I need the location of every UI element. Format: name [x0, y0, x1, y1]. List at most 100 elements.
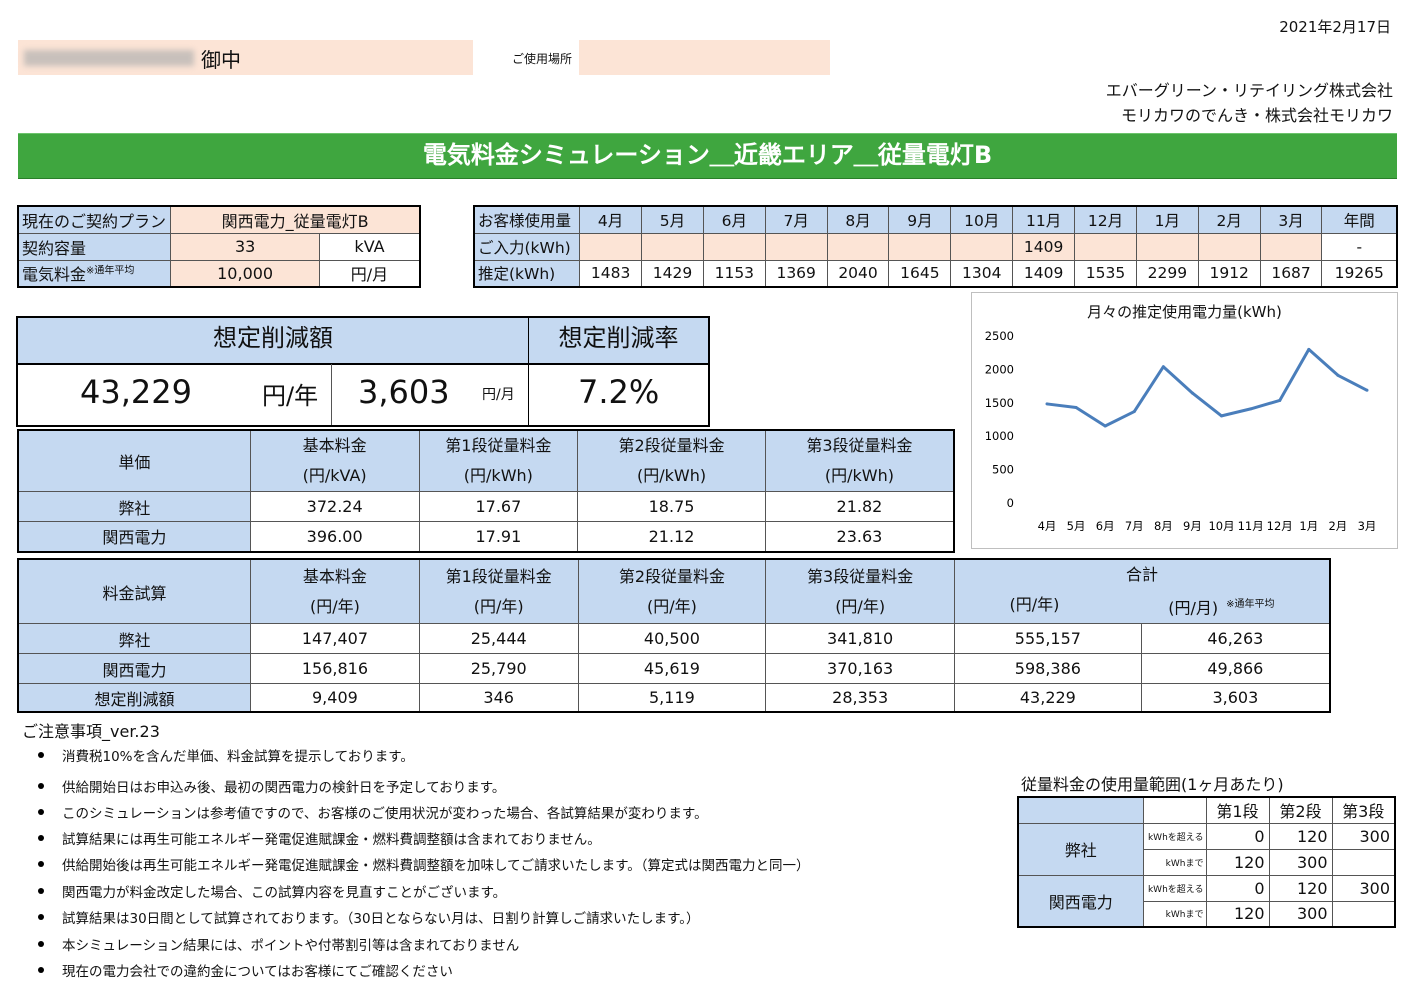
input-cell[interactable]: [826, 232, 890, 261]
x-tick-label: 4月: [1038, 519, 1057, 533]
estimate-cell: 1304: [950, 259, 1014, 288]
note-item: 供給開始後は再生可能エネルギー発電促進賦課金・燃料費調整額を加味してご請求いたし…: [38, 854, 810, 874]
estimate-cell: 1483: [579, 259, 643, 288]
month-header: 7月: [764, 205, 828, 234]
note-text: 供給開始後は再生可能エネルギー発電促進賦課金・燃料費調整額を加味してご請求いたし…: [62, 858, 810, 874]
month-header: 8月: [826, 205, 890, 234]
fee-header-row: 料金試算 基本料金 (円/年) 第1段従量料金 (円/年) 第2段従量料金 (円/年)…: [17, 558, 1331, 625]
usage-chart: 月々の推定使用電力量(kWh) 0 500 1000 1500 2000 2500 4月 5月…: [971, 292, 1398, 549]
bullet-icon: [38, 752, 44, 758]
fee-simulation-table: 料金試算 基本料金 (円/年) 第1段従量料金 (円/年) 第2段従量料金 (円/年)…: [17, 558, 1331, 713]
plan-label: 現在のご契約プラン: [17, 205, 172, 234]
fee-note: ※通年平均: [86, 265, 135, 277]
table-row: kWhまで 120 300: [1018, 900, 1396, 928]
month-header: 4月: [579, 205, 643, 234]
data-point: [1249, 407, 1253, 411]
input-label: ご入力(kWh): [473, 232, 581, 261]
note-text: 供給開始日はお申込み後、最初の関西電力の検針日を予定しております。: [62, 780, 506, 796]
table-cell: 28,353: [765, 683, 955, 713]
data-point: [1045, 402, 1049, 406]
customer-name-redacted: [24, 50, 194, 66]
row-name: 弊社: [17, 623, 252, 655]
table-row: 弊社 372.24 17.67 18.75 21.82: [17, 491, 955, 522]
table-row: kWhまで 120 300: [1018, 848, 1396, 876]
estimate-cell: 1369: [764, 259, 828, 288]
input-cell[interactable]: [1074, 232, 1137, 261]
bullet-icon: [38, 783, 44, 789]
unit-price-title: 単価: [17, 429, 251, 492]
data-point: [1336, 373, 1340, 377]
range-corner: [1017, 796, 1144, 824]
saving-monthly: 3,603: [358, 373, 450, 411]
table-cell: 43,229: [954, 683, 1142, 713]
header-line-1: 第1段従量料金: [445, 436, 552, 455]
table-cell: 396.00: [249, 521, 420, 552]
total-year-unit: (円/年): [1009, 595, 1060, 614]
table-cell: 120: [1205, 900, 1270, 928]
y-tick-label: 1000: [985, 429, 1014, 443]
month-header: 6月: [702, 205, 766, 234]
input-cell[interactable]: [641, 232, 704, 261]
y-tick-label: 500: [992, 463, 1014, 477]
input-cell[interactable]: 1409: [1012, 232, 1076, 261]
company-line-1: エバーグリーン・リテイリング株式会社: [1105, 81, 1393, 100]
input-cell[interactable]: [764, 232, 828, 261]
usage-estimate-row: 推定(kWh) 1483 1429 1153 1369 2040 1645 13…: [473, 259, 1398, 288]
row-name: 関西電力: [17, 653, 252, 685]
saving-divider-2: [331, 364, 332, 425]
table-cell: 25,790: [418, 653, 579, 685]
table-cell: 17.67: [418, 491, 579, 522]
total-header: 合計 (円/年) (円/月) ※通年平均: [954, 558, 1331, 625]
bullet-icon: [38, 914, 44, 920]
fee-simulation-title: 料金試算: [17, 558, 252, 625]
upto-label: kWhまで: [1142, 848, 1207, 876]
row-name: 関西電力: [1017, 874, 1144, 928]
fee-label: 電気料金: [22, 265, 87, 285]
table-cell: 5,119: [577, 683, 767, 713]
table-cell: [1331, 848, 1396, 876]
saving-rate: 7.2%: [578, 373, 660, 411]
unit-price-table: 単価 基本料金 (円/kVA) 第1段従量料金 (円/kWh) 第2段従量料金 (円/…: [17, 429, 955, 553]
range-header: 第3段: [1331, 796, 1396, 824]
note-text: 現在の電力会社での違約金についてはお客様にてご確認ください: [62, 964, 453, 980]
month-header: 9月: [888, 205, 952, 234]
month-header: 2月: [1197, 205, 1261, 234]
month-header: 3月: [1259, 205, 1323, 234]
bullet-icon: [38, 888, 44, 894]
table-row: 弊社 147,407 25,444 40,500 341,810 555,157…: [17, 623, 1331, 655]
fee-header: 第3段従量料金 (円/年): [765, 558, 955, 625]
note-text: 試算結果は30日間として試算されております。（30日とならない月は、日割り計算し…: [62, 911, 700, 927]
x-tick-label: 10月: [1208, 519, 1234, 533]
range-title: 従量料金の使用量範囲(1ヶ月あたり): [1021, 775, 1284, 794]
input-cell[interactable]: [579, 232, 643, 261]
table-cell: 18.75: [577, 491, 766, 522]
row-name: 想定削減額: [17, 683, 252, 713]
header-line-2: (円/kWh): [824, 466, 894, 485]
table-cell: 17.91: [418, 521, 579, 552]
capacity-unit: kVA: [318, 232, 421, 261]
input-cell[interactable]: [1197, 232, 1261, 261]
annual-header: 年間: [1321, 205, 1398, 234]
input-cell[interactable]: [1135, 232, 1199, 261]
input-cell[interactable]: [888, 232, 952, 261]
month-header: 10月: [950, 205, 1014, 234]
row-name: 弊社: [1017, 822, 1144, 876]
table-cell: 346: [418, 683, 579, 713]
table-cell: 370,163: [765, 653, 955, 685]
note-item: 試算結果は30日間として試算されております。（30日とならない月は、日割り計算し…: [38, 907, 700, 927]
usage-input-row: ご入力(kWh) 1409 -: [473, 232, 1398, 261]
series-line: [1046, 347, 1368, 428]
total-month-unit: (円/月): [1168, 598, 1219, 618]
unit-price-header: 第1段従量料金 (円/kWh): [418, 429, 579, 492]
month-header: 5月: [641, 205, 704, 234]
input-cell[interactable]: [1259, 232, 1323, 261]
table-cell: 120: [1205, 848, 1270, 876]
month-header: 1月: [1135, 205, 1199, 234]
input-cell[interactable]: [702, 232, 766, 261]
table-cell: 156,816: [250, 653, 420, 685]
data-point: [1132, 410, 1136, 414]
input-cell[interactable]: [950, 232, 1014, 261]
customer-name-field: 御中: [18, 40, 473, 75]
note-item: 消費税10%を含んだ単価、料金試算を提示しております。: [38, 745, 414, 765]
note-item: このシミュレーションは参考値ですので、お客様のご使用状況が変わった場合、各試算結…: [38, 802, 708, 822]
